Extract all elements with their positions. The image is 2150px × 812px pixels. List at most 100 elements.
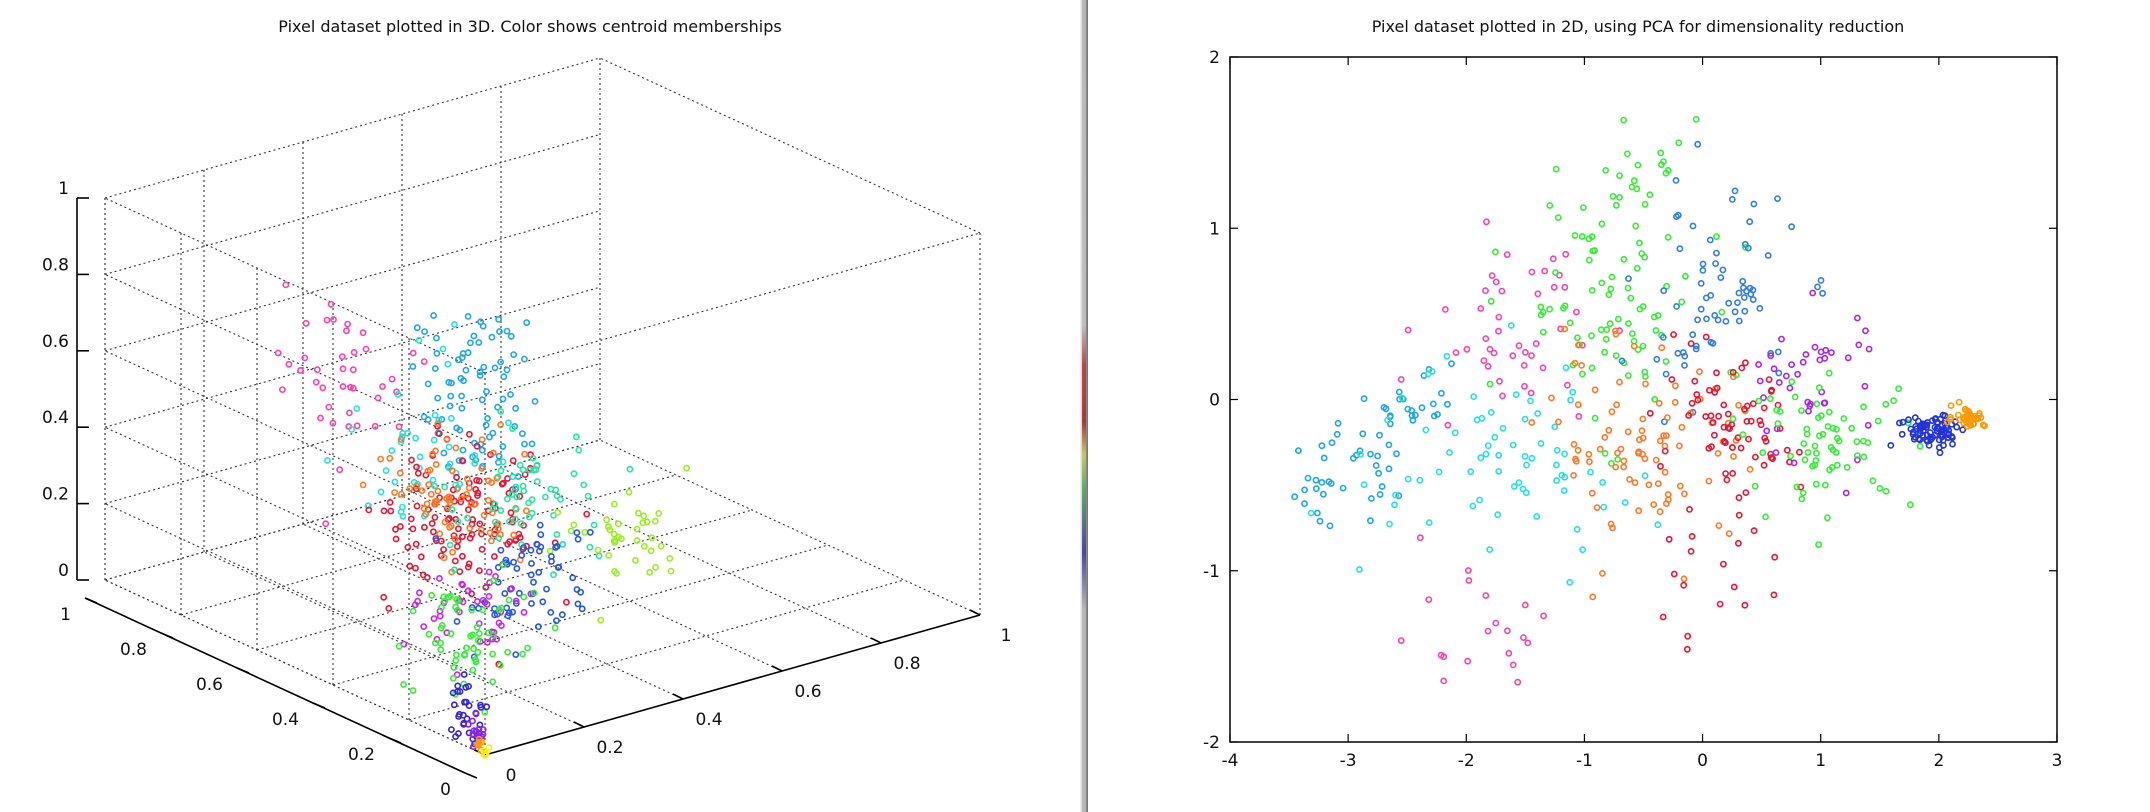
data-point	[1546, 202, 1554, 209]
data-point	[1689, 222, 1697, 230]
data-point	[477, 526, 485, 534]
data-point	[1956, 416, 1963, 424]
data-point	[388, 447, 396, 454]
data-point	[468, 531, 476, 538]
data-point	[470, 332, 478, 340]
data-point	[415, 589, 423, 597]
data-point	[392, 525, 399, 533]
data-point	[1715, 522, 1723, 529]
data-point	[504, 540, 512, 548]
data-point	[483, 638, 491, 646]
data-point	[1756, 377, 1764, 385]
data-point	[1772, 449, 1780, 456]
data-point	[396, 523, 404, 530]
data-point	[519, 466, 527, 474]
data-point	[302, 319, 310, 327]
data-point	[495, 315, 502, 323]
data-point	[1827, 443, 1835, 451]
data-point	[451, 535, 459, 543]
data-point	[1515, 342, 1523, 350]
data-point	[1713, 249, 1720, 257]
data-point	[1312, 485, 1320, 493]
data-point	[1528, 352, 1535, 359]
data-point	[574, 535, 582, 543]
data-point	[521, 440, 528, 448]
data-point	[1495, 468, 1503, 475]
data-point	[452, 651, 460, 659]
data-point	[1641, 253, 1648, 261]
chart-panel-2d: Pixel dataset plotted in 2D, using PCA f…	[1088, 0, 2150, 812]
data-point	[1697, 279, 1705, 287]
data-point	[1600, 503, 1608, 511]
data-point	[416, 453, 424, 461]
data-point	[452, 657, 460, 664]
data-point	[1783, 446, 1791, 454]
data-point	[1709, 339, 1717, 347]
data-point	[468, 606, 476, 614]
data-point	[1750, 527, 1758, 535]
data-point	[1720, 401, 1728, 409]
data-point	[1491, 433, 1499, 441]
data-point	[345, 409, 353, 417]
data-point	[499, 561, 507, 569]
data-point	[1720, 423, 1728, 431]
data-point	[533, 478, 541, 485]
data-point	[1678, 423, 1686, 431]
data-point	[1646, 409, 1654, 417]
data-point	[1539, 328, 1547, 336]
data-point	[1661, 447, 1669, 455]
data-point	[1723, 476, 1731, 484]
data-point	[1499, 392, 1506, 400]
data-point	[1764, 252, 1772, 259]
data-point	[1790, 459, 1798, 467]
data-point	[1484, 362, 1492, 370]
data-point	[1749, 400, 1757, 408]
data-point	[1634, 161, 1642, 169]
data-point	[479, 322, 487, 330]
data-point	[1840, 415, 1848, 422]
data-point	[429, 450, 437, 458]
data-point	[479, 726, 487, 733]
data-point	[1602, 335, 1610, 343]
data-point	[1608, 273, 1616, 281]
data-point	[1385, 465, 1393, 473]
data-point	[1825, 369, 1833, 377]
data-point	[1578, 370, 1586, 378]
series-2d-2	[1397, 218, 1623, 429]
data-point	[537, 531, 545, 538]
data-point	[1378, 483, 1386, 490]
data-point	[489, 635, 496, 643]
z-tick-label: 0.2	[42, 485, 69, 505]
data-point	[1731, 187, 1739, 195]
data-point	[1360, 395, 1368, 403]
data-point	[420, 505, 428, 512]
data-point	[1658, 344, 1666, 352]
x-tick-label: 1	[1001, 626, 1012, 646]
data-point	[1793, 483, 1801, 491]
data-point	[1824, 514, 1831, 522]
grid-line	[104, 286, 601, 428]
data-point	[1616, 378, 1623, 386]
data-point	[1730, 453, 1737, 460]
data-point	[1537, 303, 1545, 311]
data-point	[1815, 541, 1822, 548]
data-point	[1631, 479, 1639, 486]
data-point	[1869, 477, 1877, 485]
data-point	[1688, 533, 1696, 540]
data-point	[1688, 399, 1696, 407]
data-point	[458, 552, 466, 560]
data-point	[412, 564, 419, 572]
data-point	[1588, 364, 1596, 372]
y-tick-mark	[84, 597, 98, 604]
data-point	[1301, 486, 1308, 494]
data-point	[1681, 352, 1689, 360]
data-point	[1679, 349, 1687, 356]
data-point	[1713, 369, 1720, 377]
points-3d	[274, 281, 690, 759]
data-point	[1774, 195, 1781, 202]
data-point	[483, 388, 490, 395]
data-point	[521, 355, 528, 363]
data-point	[640, 512, 648, 520]
data-point	[1612, 463, 1619, 471]
data-point	[454, 597, 462, 605]
